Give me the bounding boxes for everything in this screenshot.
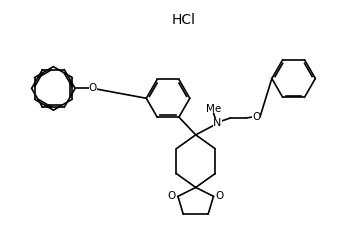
Text: O: O: [168, 191, 176, 201]
Text: O: O: [215, 191, 224, 201]
Text: O: O: [252, 112, 260, 122]
Text: Me: Me: [206, 104, 221, 114]
Text: O: O: [89, 83, 97, 93]
Text: N: N: [213, 118, 222, 128]
Text: HCl: HCl: [172, 13, 196, 27]
